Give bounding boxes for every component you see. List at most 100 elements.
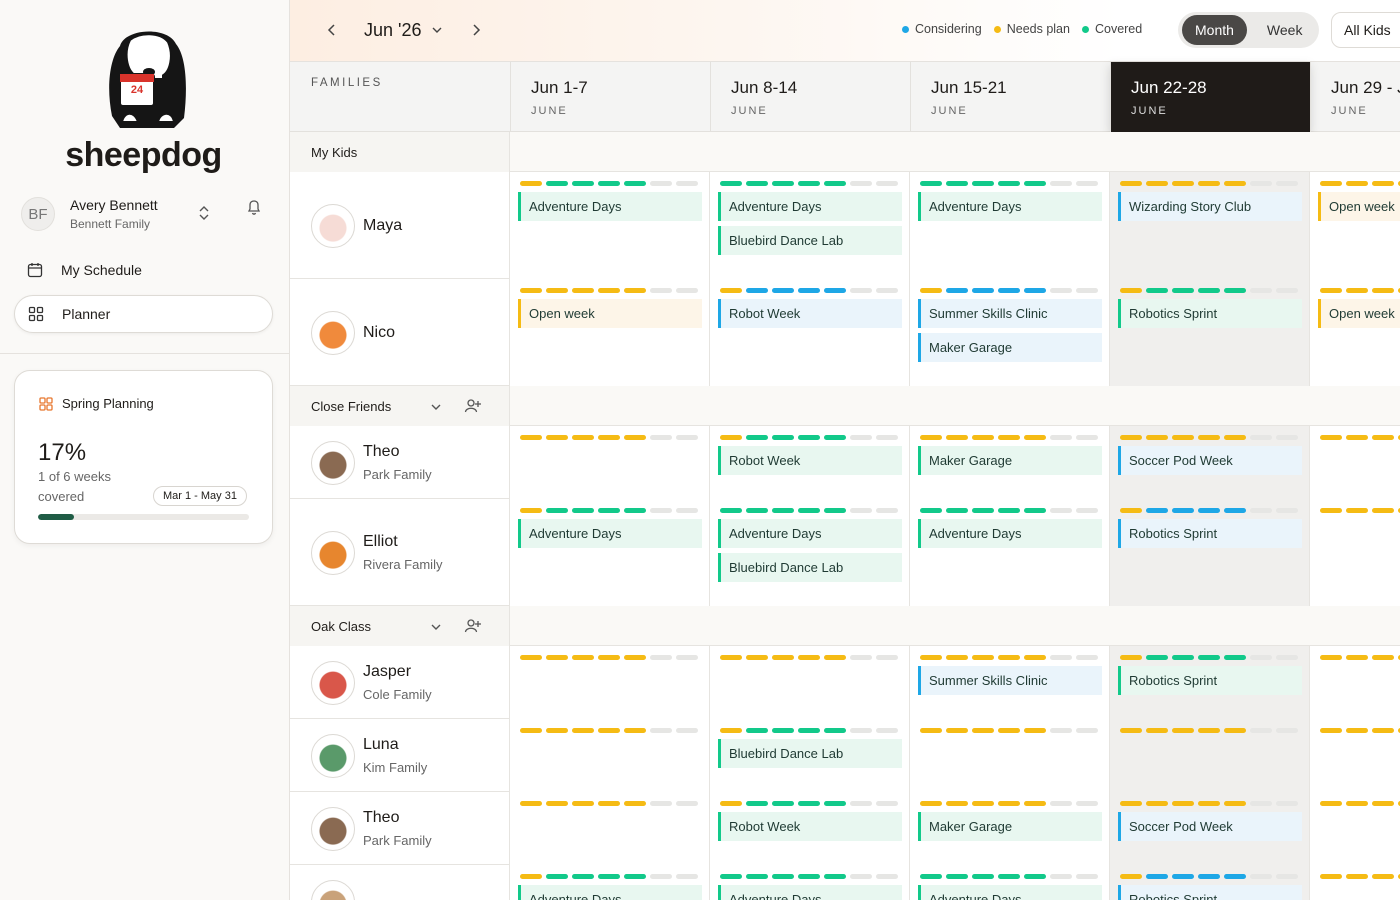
activity-chip[interactable]: Adventure Days xyxy=(518,519,702,548)
week-cell[interactable] xyxy=(1310,865,1400,900)
activity-chip[interactable]: Open week xyxy=(1318,192,1400,221)
activity-chip[interactable]: Robotics Sprint xyxy=(1118,299,1302,328)
week-cell[interactable] xyxy=(710,646,910,719)
week-cell[interactable]: Adventure Days xyxy=(510,499,710,606)
week-cell[interactable]: Open week xyxy=(1310,279,1400,386)
activity-chip[interactable]: Adventure Days xyxy=(918,885,1102,900)
activity-chip[interactable]: Adventure Days xyxy=(918,519,1102,548)
add-member[interactable] xyxy=(464,398,482,419)
week-cell[interactable] xyxy=(510,792,710,865)
activity-chip[interactable]: Adventure Days xyxy=(718,519,902,548)
notifications[interactable] xyxy=(245,198,263,216)
activity-chip[interactable]: Open week xyxy=(1318,299,1400,328)
plan-card[interactable]: Spring Planning 17% 1 of 6 weeks covered… xyxy=(14,370,273,544)
filter-button[interactable]: All Kids xyxy=(1331,12,1400,48)
activity-chip[interactable]: Bluebird Dance Lab xyxy=(718,739,902,768)
week-cell[interactable]: Adventure Days Bluebird Dance Lab xyxy=(710,499,910,606)
nav-my-schedule[interactable]: My Schedule xyxy=(14,251,273,289)
week-cell[interactable]: Robot Week xyxy=(710,792,910,865)
activity-chip[interactable]: Summer Skills Clinic xyxy=(918,666,1102,695)
week-cell[interactable]: Bluebird Dance Lab xyxy=(710,719,910,792)
week-cell[interactable] xyxy=(910,719,1110,792)
month-dropdown[interactable] xyxy=(431,24,443,36)
week-cell[interactable] xyxy=(510,646,710,719)
user-avatar[interactable]: BF xyxy=(21,197,55,231)
week-cell[interactable]: Open week xyxy=(510,279,710,386)
week-cell[interactable]: Robotics Sprint xyxy=(1110,865,1310,900)
kid-name[interactable]: Maya xyxy=(363,216,403,234)
week-header[interactable]: Jun 8-14 JUNE xyxy=(710,62,910,132)
week-cell[interactable]: Robot Week xyxy=(710,426,910,499)
activity-chip[interactable]: Robot Week xyxy=(718,299,902,328)
week-cell[interactable] xyxy=(1310,646,1400,719)
activity-chip[interactable]: Adventure Days xyxy=(718,192,902,221)
week-cell[interactable]: Robotics Sprint xyxy=(1110,279,1310,386)
week-cell[interactable]: Adventure Days Bluebird Dance Lab xyxy=(710,172,910,279)
next-month[interactable] xyxy=(470,22,482,38)
activity-chip[interactable]: Robotics Sprint xyxy=(1118,666,1302,695)
activity-chip[interactable]: Wizarding Story Club xyxy=(1118,192,1302,221)
month-label[interactable]: Jun '26 xyxy=(364,20,422,40)
week-cell[interactable] xyxy=(1310,499,1400,606)
activity-chip[interactable]: Bluebird Dance Lab xyxy=(718,553,902,582)
kid-name[interactable]: Theo xyxy=(363,442,400,460)
week-cell[interactable]: Adventure Days xyxy=(910,865,1110,900)
week-header[interactable]: Jun 29 - Jul 5 JUNE xyxy=(1310,62,1400,132)
week-cell[interactable]: Robot Week xyxy=(710,279,910,386)
week-cell[interactable]: Adventure Days xyxy=(910,172,1110,279)
week-cell[interactable]: Summer Skills Clinic xyxy=(910,646,1110,719)
activity-chip[interactable]: Open week xyxy=(518,299,702,328)
week-cell[interactable] xyxy=(1310,426,1400,499)
group-collapse[interactable] xyxy=(430,400,442,418)
week-cell[interactable]: Maker Garage xyxy=(910,426,1110,499)
kid-name[interactable]: Nico xyxy=(363,323,396,341)
week-header[interactable]: Jun 15-21 JUNE xyxy=(910,62,1110,132)
activity-chip[interactable]: Maker Garage xyxy=(918,333,1102,362)
kid-name[interactable]: Jasper xyxy=(363,662,412,680)
activity-chip[interactable]: Robotics Sprint xyxy=(1118,885,1302,900)
week-cell[interactable]: Adventure Days xyxy=(510,172,710,279)
kid-name[interactable]: Theo xyxy=(363,808,400,826)
activity-chip[interactable]: Bluebird Dance Lab xyxy=(718,226,902,255)
activity-chip[interactable]: Adventure Days xyxy=(518,885,702,900)
prev-month[interactable] xyxy=(326,22,338,38)
activity-chip[interactable]: Adventure Days xyxy=(718,885,902,900)
week-header[interactable]: Jun 1-7 JUNE xyxy=(510,62,710,132)
activity-chip[interactable]: Summer Skills Clinic xyxy=(918,299,1102,328)
week-cell[interactable]: Wizarding Story Club xyxy=(1110,172,1310,279)
add-member[interactable] xyxy=(464,618,482,639)
activity-chip[interactable]: Adventure Days xyxy=(918,192,1102,221)
activity-chip[interactable]: Maker Garage xyxy=(918,446,1102,475)
activity-chip[interactable]: Maker Garage xyxy=(918,812,1102,841)
week-cell[interactable]: Open week xyxy=(1310,172,1400,279)
view-option[interactable]: Week xyxy=(1266,22,1303,38)
activity-chip[interactable]: Robotics Sprint xyxy=(1118,519,1302,548)
activity-chip[interactable]: Soccer Pod Week xyxy=(1118,812,1302,841)
week-header[interactable]: Jun 22-28 JUNE xyxy=(1110,62,1310,132)
activity-chip[interactable]: Adventure Days xyxy=(518,192,702,221)
week-cell[interactable] xyxy=(1310,792,1400,865)
week-cell[interactable]: Adventure Days xyxy=(510,865,710,900)
view-option[interactable]: Month xyxy=(1182,15,1247,45)
account-switch[interactable] xyxy=(197,205,211,221)
activity-chip[interactable]: Robot Week xyxy=(718,446,902,475)
week-cell[interactable]: Robotics Sprint xyxy=(1110,646,1310,719)
week-cell[interactable]: Adventure Days xyxy=(710,865,910,900)
week-cell[interactable] xyxy=(1310,719,1400,792)
week-cell[interactable]: Summer Skills Clinic Maker Garage xyxy=(910,279,1110,386)
activity-chip[interactable]: Robot Week xyxy=(718,812,902,841)
nav-planner[interactable]: Planner xyxy=(14,295,273,333)
group-collapse[interactable] xyxy=(430,620,442,638)
kid-name[interactable]: Elliot xyxy=(363,532,398,550)
kid-name[interactable]: Luna xyxy=(363,735,399,753)
activity-chip[interactable]: Soccer Pod Week xyxy=(1118,446,1302,475)
week-cell[interactable] xyxy=(1110,719,1310,792)
day-pill xyxy=(1398,181,1400,186)
week-cell[interactable] xyxy=(510,426,710,499)
week-cell[interactable]: Maker Garage xyxy=(910,792,1110,865)
week-cell[interactable] xyxy=(510,719,710,792)
week-cell[interactable]: Adventure Days xyxy=(910,499,1110,606)
week-cell[interactable]: Soccer Pod Week xyxy=(1110,792,1310,865)
week-cell[interactable]: Soccer Pod Week xyxy=(1110,426,1310,499)
week-cell[interactable]: Robotics Sprint xyxy=(1110,499,1310,606)
